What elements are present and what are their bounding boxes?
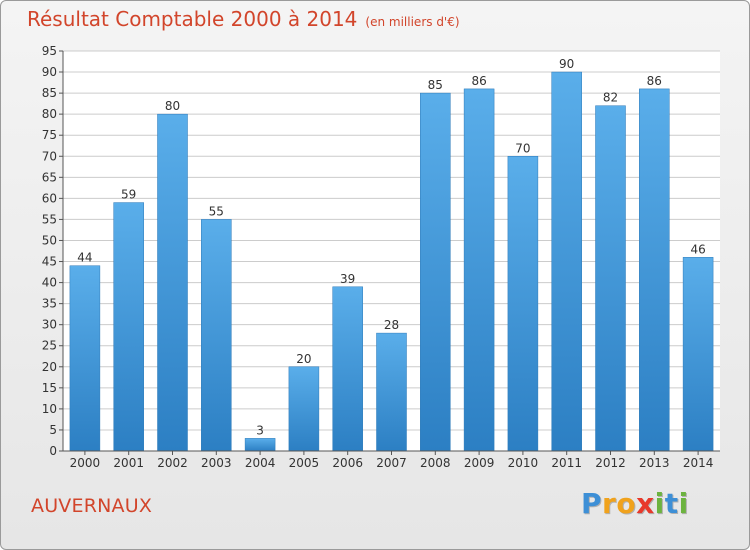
y-tick-label: 85	[42, 86, 57, 100]
logo-letter: t	[664, 487, 679, 520]
bar-2004	[244, 438, 276, 452]
x-tick-label: 2003	[201, 456, 232, 470]
x-tick-label: 2007	[376, 456, 407, 470]
title-text: Résultat Comptable 2000 à 2014	[27, 7, 358, 31]
bar-2010	[507, 156, 539, 452]
location-name: AUVERNAUX	[31, 495, 153, 517]
data-label: 55	[209, 204, 224, 218]
bar-2014	[682, 257, 714, 452]
y-tick-label: 20	[42, 360, 57, 374]
x-tick-label: 2008	[420, 456, 451, 470]
bar-2013	[639, 88, 670, 452]
y-tick-label: 70	[42, 149, 57, 163]
data-label: 70	[515, 141, 530, 155]
y-tick-label: 15	[42, 381, 57, 395]
logo-letter: i	[654, 487, 665, 520]
data-label: 82	[603, 91, 618, 105]
data-label: 3	[256, 423, 264, 437]
bar-2008	[420, 92, 451, 452]
data-label: 44	[77, 251, 92, 265]
x-tick-label: 2005	[289, 456, 320, 470]
y-tick-label: 5	[49, 423, 57, 437]
logo-letter: r	[602, 487, 617, 520]
y-tick-label: 35	[42, 297, 57, 311]
y-tick-label: 45	[42, 255, 57, 269]
x-tick-label: 2001	[113, 456, 144, 470]
data-label: 85	[428, 78, 443, 92]
bar-2007	[376, 332, 407, 452]
data-label: 39	[340, 272, 355, 286]
data-label: 90	[559, 57, 574, 71]
proxiti-logo: Proxiti	[581, 487, 689, 520]
chart-subtitle: (en milliers d'€)	[365, 15, 460, 29]
data-label: 28	[384, 318, 399, 332]
bar-2000	[69, 265, 101, 452]
data-label: 20	[296, 352, 311, 366]
y-tick-label: 90	[42, 65, 57, 79]
x-tick-label: 2014	[683, 456, 714, 470]
bar-2006	[332, 286, 363, 452]
y-tick-label: 10	[42, 402, 57, 416]
x-tick-label: 2013	[639, 456, 670, 470]
data-label: 59	[121, 188, 136, 202]
x-tick-label: 2000	[70, 456, 101, 470]
x-tick-label: 2002	[157, 456, 188, 470]
bar-2001	[113, 202, 144, 452]
data-label: 80	[165, 99, 180, 113]
y-tick-label: 65	[42, 170, 57, 184]
x-tick-label: 2009	[464, 456, 495, 470]
bar-2011	[551, 71, 582, 452]
x-tick-label: 2012	[595, 456, 626, 470]
y-tick-label: 50	[42, 233, 57, 247]
x-tick-label: 2006	[332, 456, 363, 470]
y-tick-label: 95	[42, 44, 57, 58]
x-tick-label: 2004	[245, 456, 276, 470]
logo-letter: i	[678, 487, 689, 520]
y-tick-label: 75	[42, 128, 57, 142]
logo-letter: P	[581, 487, 603, 520]
bar-2005	[288, 366, 320, 452]
logo-letter: o	[616, 487, 637, 520]
data-label: 86	[647, 74, 662, 88]
data-label: 46	[690, 242, 705, 256]
data-label: 86	[471, 74, 486, 88]
y-tick-label: 60	[42, 191, 57, 205]
y-tick-label: 55	[42, 212, 57, 226]
x-tick-label: 2011	[551, 456, 582, 470]
y-tick-label: 0	[49, 444, 57, 458]
bar-2009	[463, 88, 495, 452]
bar-2012	[595, 105, 626, 452]
y-tick-label: 30	[42, 318, 57, 332]
y-tick-label: 80	[42, 107, 57, 121]
y-tick-label: 40	[42, 276, 57, 290]
logo-letter: x	[636, 487, 655, 520]
x-tick-label: 2010	[508, 456, 539, 470]
chart-title: Résultat Comptable 2000 à 2014 (en millie…	[27, 7, 460, 31]
bar-2002	[157, 113, 188, 452]
bar-2003	[201, 219, 232, 452]
y-tick-label: 25	[42, 339, 57, 353]
